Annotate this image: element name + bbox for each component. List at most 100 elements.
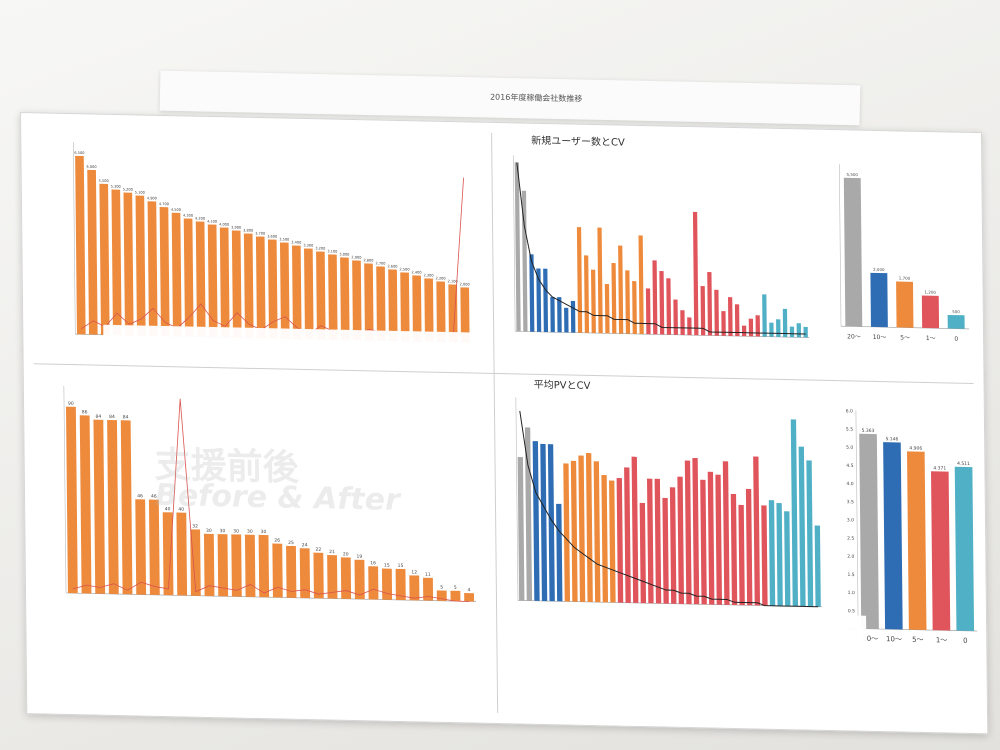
back-sheet-title: 2016年度稼働会社数推移 — [489, 92, 583, 104]
bar — [684, 460, 692, 605]
data-label: 30 — [206, 528, 212, 534]
data-label: 500 — [952, 309, 960, 314]
bar — [896, 281, 914, 328]
data-label: 22 — [315, 547, 321, 553]
data-label: 3,600 — [267, 234, 277, 238]
data-label: 40 — [165, 506, 171, 512]
bar — [654, 478, 662, 604]
bar — [692, 211, 699, 336]
bar — [536, 268, 542, 332]
bar — [714, 289, 719, 336]
bar — [601, 474, 609, 603]
bar — [388, 269, 398, 341]
data-label: 84 — [109, 414, 115, 420]
data-label: 24 — [302, 542, 308, 548]
data-label: 46 — [137, 493, 143, 499]
bar — [267, 239, 278, 339]
data-label: 4,500 — [171, 208, 181, 212]
y-tick-label: 4.5 — [846, 463, 853, 469]
category-label: 5〜 — [900, 334, 910, 341]
y-tick-label: 1.5 — [847, 572, 854, 578]
bar — [578, 455, 586, 602]
bar — [123, 192, 134, 336]
data-label: 5.363 — [862, 428, 875, 434]
bar — [244, 534, 256, 597]
bar — [99, 183, 110, 335]
chart-bottom-right-summary-svg: 5.363 20〜 5.146 10〜 4.906 5〜 4.371 1〜 4.511 0 6.0 5… — [846, 408, 978, 645]
bar — [159, 207, 170, 337]
data-label: 4.371 — [933, 465, 946, 471]
bar — [611, 263, 617, 334]
data-label: 5.146 — [885, 436, 898, 442]
data-label: 3,800 — [243, 228, 253, 232]
chart-bottom-left-svg: 90 86 84 84 84 46 46 40 40 32 30 30 30 30 30 26 25 24 22 21… — [63, 385, 477, 602]
bar — [460, 287, 470, 343]
chart-top-right: 新規ユーザー数とCV — [501, 131, 813, 346]
bar — [354, 559, 365, 600]
data-label: 20 — [343, 551, 349, 557]
category-label: 10〜 — [886, 635, 902, 643]
bar — [638, 235, 644, 335]
bar — [762, 294, 767, 337]
bar — [700, 285, 706, 336]
bar — [730, 493, 738, 606]
data-label: 3,700 — [255, 231, 265, 235]
data-label: 19 — [357, 554, 363, 560]
bar — [584, 255, 590, 333]
bar — [680, 310, 685, 335]
bar — [624, 467, 631, 603]
data-label: 2,000 — [460, 282, 470, 286]
data-label: 4,200 — [195, 216, 205, 220]
data-label: 84 — [95, 414, 101, 420]
bar — [135, 499, 147, 595]
chart-top-right-summary-svg: 5,500 20〜 2,000 10〜 1,700 5〜 1,200 1〜 500 0 — [839, 164, 970, 343]
data-label: 84 — [123, 414, 129, 420]
redacted-block — [506, 608, 867, 676]
data-label: 15 — [384, 563, 390, 569]
bar — [738, 504, 745, 606]
data-label: 2,700 — [375, 261, 385, 265]
bar — [368, 566, 379, 600]
data-label: 4,300 — [183, 213, 193, 217]
y-axis — [63, 385, 67, 593]
bar — [618, 245, 624, 334]
bar — [107, 419, 119, 595]
bar — [183, 218, 194, 337]
y-axis — [73, 142, 76, 335]
data-label: 3,500 — [279, 237, 289, 241]
bar — [734, 304, 740, 337]
series-line — [72, 398, 470, 602]
bar — [931, 471, 951, 631]
bar — [591, 269, 596, 334]
bar — [609, 480, 616, 603]
bar — [381, 568, 393, 600]
bar — [529, 254, 535, 332]
data-label: 40 — [178, 507, 184, 513]
bar — [954, 466, 975, 632]
bar — [171, 212, 182, 337]
chart-top-right-svg — [513, 155, 810, 338]
bar — [409, 575, 420, 601]
data-label: 46 — [151, 494, 157, 500]
bar — [352, 260, 362, 341]
bar — [748, 318, 754, 337]
bar — [597, 227, 603, 334]
data-label: 30 — [247, 529, 253, 535]
bar — [195, 221, 206, 337]
bar — [707, 272, 713, 336]
bar — [543, 268, 549, 333]
data-label: 21 — [329, 549, 335, 555]
bar — [761, 505, 768, 606]
bar — [292, 245, 302, 339]
data-label: 3,300 — [303, 243, 313, 247]
bar — [524, 427, 533, 601]
data-label: 1,200 — [924, 290, 936, 295]
data-label: 3,900 — [231, 225, 241, 229]
y-tick-label: 5.0 — [846, 445, 853, 451]
bar — [755, 315, 760, 337]
bar — [65, 406, 78, 594]
bar — [687, 317, 692, 336]
category-label: 0 — [954, 336, 958, 343]
bar — [753, 456, 761, 606]
data-label: 5,200 — [123, 188, 133, 192]
